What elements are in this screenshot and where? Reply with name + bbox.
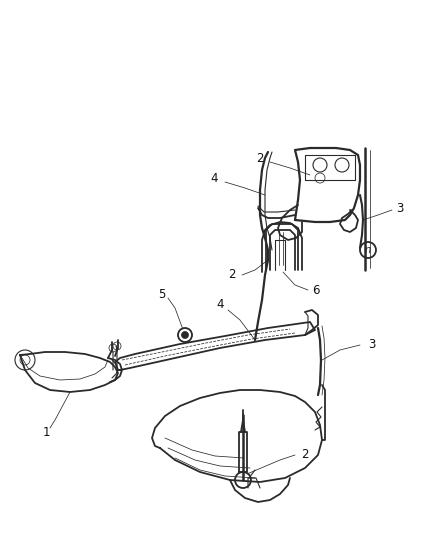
Text: 4: 4 xyxy=(210,172,218,184)
Text: 2: 2 xyxy=(228,269,236,281)
Text: 6: 6 xyxy=(312,284,320,296)
Text: 2: 2 xyxy=(256,151,264,165)
Circle shape xyxy=(181,332,188,338)
Text: n: n xyxy=(365,245,371,255)
Text: 1: 1 xyxy=(42,426,50,440)
Text: 5: 5 xyxy=(158,287,166,301)
Text: 4: 4 xyxy=(216,298,224,311)
Text: 3: 3 xyxy=(396,201,404,214)
Text: 2: 2 xyxy=(301,448,309,462)
Text: 3: 3 xyxy=(368,338,376,351)
Circle shape xyxy=(178,328,192,342)
